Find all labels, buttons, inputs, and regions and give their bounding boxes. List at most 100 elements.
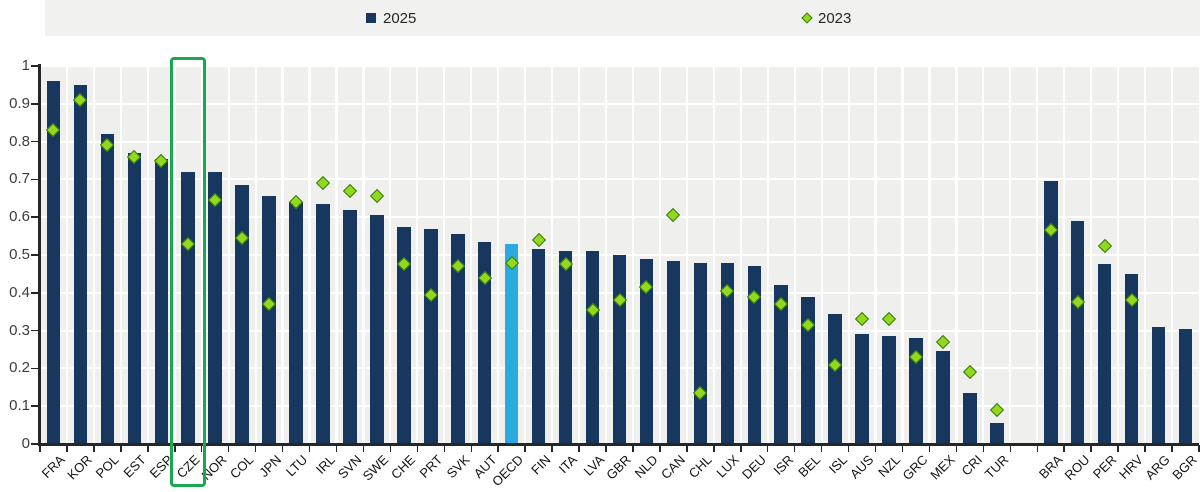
y-tick-label: 0.4 (9, 283, 30, 301)
bar-fin (531, 249, 546, 444)
bar-ita (558, 251, 573, 444)
x-tick (955, 445, 958, 452)
bar-rou (1070, 220, 1085, 444)
x-label-aus: AUS (847, 452, 877, 482)
x-tick (335, 445, 338, 452)
x-tick (793, 445, 796, 452)
x-tick (39, 445, 41, 452)
bar-bgr (1178, 328, 1193, 444)
bar-pol (100, 134, 115, 444)
x-label-grc: GRC (899, 452, 931, 484)
x-tick (147, 445, 149, 452)
x-tick (281, 445, 284, 452)
legend-item-2025: 2025 (366, 0, 416, 36)
x-tick (1117, 445, 1119, 452)
x-label-bra: BRA (1035, 452, 1066, 482)
bar-svn (343, 209, 357, 444)
legend-label-2023: 2023 (818, 9, 852, 27)
y-tick-label: 0 (21, 435, 30, 452)
x-label-lux: LUX (713, 452, 742, 481)
bar-can (666, 260, 681, 444)
highlight-box-cze (169, 57, 206, 487)
x-tick (659, 445, 661, 452)
bar-gbr (612, 255, 627, 444)
y-tick-label: 0.6 (9, 208, 30, 226)
bar-svk (451, 234, 465, 444)
y-tick-label: 0.8 (9, 132, 30, 150)
y-tick (31, 443, 38, 445)
legend-label-2025: 2025 (383, 9, 417, 27)
bar-swe (370, 215, 384, 444)
x-tick (632, 445, 634, 452)
bar-prt (424, 228, 438, 444)
bar-nzl (882, 336, 896, 444)
x-label-can: CAN (657, 452, 689, 483)
y-tick (31, 103, 38, 105)
x-label-col: COL (227, 452, 257, 482)
bar-isr (774, 285, 788, 444)
y-tick-label: 0.7 (9, 170, 30, 188)
bar-deu (747, 266, 762, 444)
x-label-arg: ARG (1142, 452, 1174, 483)
bar-nor (208, 171, 222, 444)
x-tick (713, 445, 715, 452)
y-tick (31, 329, 38, 332)
x-label-jpn: JPN (255, 452, 284, 480)
x-label-svn: SVN (335, 452, 365, 482)
bar-chl (693, 262, 708, 444)
x-tick (174, 445, 176, 452)
x-tick (928, 445, 931, 452)
x-label-tur: TUR (981, 452, 1012, 482)
x-label-nzl: NZL (875, 452, 904, 480)
x-tick (1009, 445, 1012, 452)
x-tick (1144, 445, 1146, 452)
bar-est (127, 152, 142, 444)
x-tick (740, 445, 742, 452)
x-axis-line (38, 443, 1199, 446)
x-label-pol: POL (92, 452, 122, 482)
bar-aus (855, 334, 869, 444)
y-tick-label: 1 (21, 57, 30, 74)
x-tick (686, 445, 688, 452)
x-label-bgr: BGR (1169, 452, 1200, 483)
bar-grc (909, 338, 923, 444)
x-tick (470, 445, 472, 452)
x-tick (847, 445, 850, 452)
bar-col (235, 185, 249, 444)
legend: 2025 2023 (45, 0, 1200, 36)
x-tick (874, 445, 877, 452)
gridline-horizontal (40, 140, 1199, 143)
gridline-horizontal (40, 102, 1199, 105)
diamond-icon (801, 12, 813, 24)
x-tick (362, 445, 365, 452)
x-tick (227, 445, 230, 452)
x-tick (66, 445, 68, 452)
x-label-prt: PRT (416, 452, 446, 481)
legend-item-2023: 2023 (801, 0, 852, 36)
bar-kor (73, 84, 88, 444)
x-label-svk: SVK (443, 452, 473, 482)
x-label-bel: BEL (794, 452, 823, 480)
y-tick-label: 0.9 (9, 94, 30, 112)
x-tick (254, 445, 257, 452)
y-tick-label: 0.1 (9, 397, 30, 415)
x-label-gbr: GBR (603, 452, 635, 483)
x-tick (766, 445, 769, 452)
y-tick (31, 292, 38, 294)
x-label-mex: MEX (927, 452, 958, 483)
x-label-irl: IRL (312, 452, 338, 477)
x-tick (120, 445, 122, 452)
bar-arg (1151, 326, 1166, 444)
x-label-lva: LVA (580, 452, 608, 479)
x-label-ltu: LTU (283, 452, 311, 480)
bar-aut (477, 241, 492, 444)
bar-bra (1044, 181, 1058, 444)
x-tick (389, 445, 392, 452)
x-label-isl: ISL (825, 452, 850, 477)
y-tick (31, 178, 38, 181)
bar-nld (639, 258, 654, 444)
x-tick (605, 445, 607, 452)
x-label-kor: KOR (64, 452, 96, 483)
bar-isl (828, 313, 842, 444)
